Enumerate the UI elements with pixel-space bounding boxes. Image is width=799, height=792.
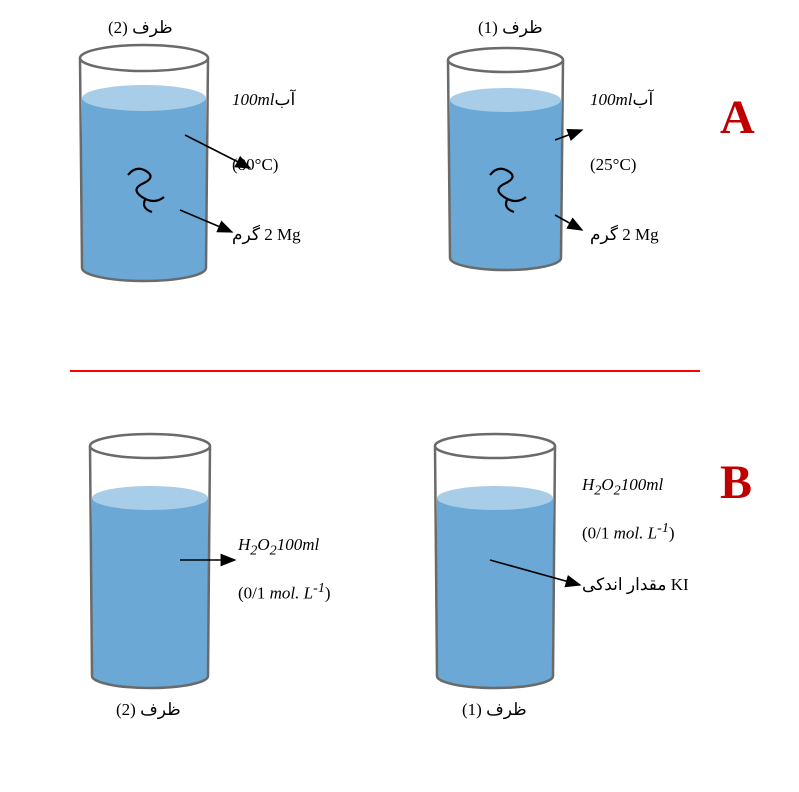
annotation: (80°C) <box>232 155 278 175</box>
annotation: 100mlآب <box>232 90 295 110</box>
a-beaker1 <box>448 48 563 270</box>
annotation: (0/1 mol. L-1) <box>582 520 675 544</box>
annotation: H2O2100ml <box>582 475 663 499</box>
a-beaker2 <box>80 45 208 281</box>
annotation: H2O2100ml <box>238 535 319 559</box>
annotation: 2 گرم Mg <box>590 225 659 245</box>
b-beaker2 <box>90 434 210 688</box>
annotation: (25°C) <box>590 155 636 175</box>
diagram-canvas <box>0 0 799 792</box>
annotation: مقدار اندکی KI <box>582 575 689 595</box>
annotation: (0/1 mol. L-1) <box>238 580 331 604</box>
annotation: 100mlآب <box>590 90 653 110</box>
annotation: 2 گرم Mg <box>232 225 301 245</box>
